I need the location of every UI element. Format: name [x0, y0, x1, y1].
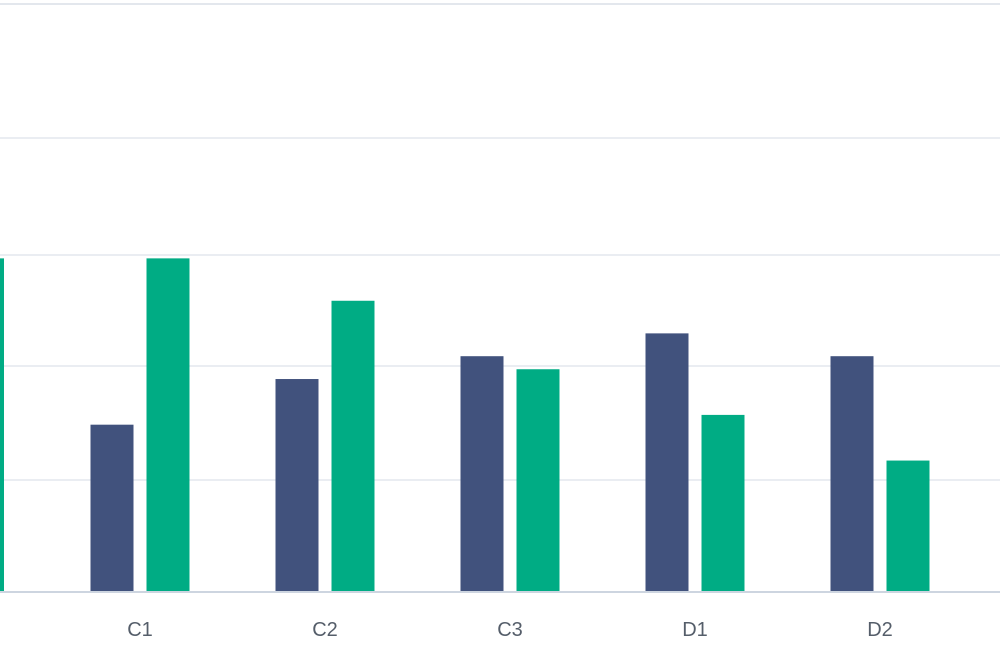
bar-c3-series-2: [516, 369, 560, 591]
bar-c3-series-1: [460, 356, 504, 591]
bar-c1-series-2: [146, 258, 190, 591]
x-tick-label-d1: D1: [682, 619, 708, 641]
x-tick-labels: C1 C2 C3 D1 D2: [127, 619, 893, 641]
bar-c1-series-1: [90, 424, 134, 591]
bar-partial: [0, 258, 4, 591]
x-tick-label-d2: D2: [867, 619, 893, 641]
bar-d1-series-2: [701, 414, 745, 591]
bar-d2-series-2: [886, 460, 930, 591]
bar-d1-series-1: [645, 333, 689, 591]
bars: [0, 258, 930, 591]
bar-c2-series-2: [331, 300, 375, 591]
x-tick-label-c2: C2: [312, 619, 338, 641]
x-tick-label-c3: C3: [497, 619, 523, 641]
bar-d2-series-1: [830, 356, 874, 591]
x-tick-label-c1: C1: [127, 619, 153, 641]
bar-c2-series-1: [275, 379, 319, 591]
